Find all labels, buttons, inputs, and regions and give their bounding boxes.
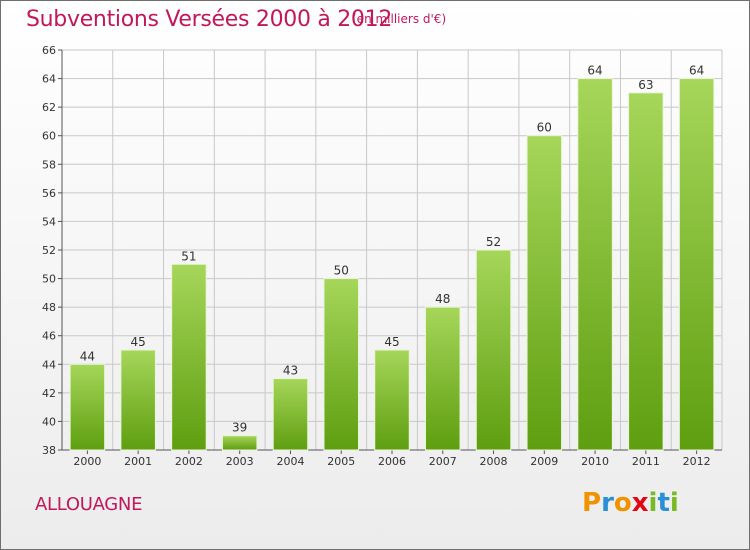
data-label: 51	[181, 249, 196, 263]
logo-letter: i	[648, 488, 658, 518]
bar-2004	[272, 378, 309, 451]
x-tick-label: 2012	[683, 455, 711, 468]
logo-letter: P	[582, 488, 602, 518]
y-tick-label: 66	[42, 44, 56, 57]
bar-2002	[171, 263, 207, 451]
data-label: 45	[384, 335, 399, 349]
bar-2011	[628, 92, 664, 451]
data-label: 39	[232, 421, 247, 435]
bar-2012	[678, 78, 715, 451]
data-label: 45	[131, 335, 146, 349]
y-tick-label: 56	[42, 187, 56, 200]
y-tick-label: 50	[42, 273, 56, 286]
data-label: 64	[587, 64, 602, 78]
x-tick-label: 2007	[429, 455, 457, 468]
proxiti-logo: Proxiti	[582, 488, 679, 518]
bar-2000	[69, 363, 106, 451]
data-label: 44	[80, 349, 95, 363]
bar-2005	[323, 278, 359, 451]
bar-2007	[425, 306, 461, 451]
data-label: 52	[486, 235, 501, 249]
x-tick-label: 2003	[226, 455, 254, 468]
y-tick-label: 58	[42, 158, 56, 171]
logo-letter: i	[669, 488, 679, 518]
x-tick-label: 2006	[378, 455, 406, 468]
y-tick-label: 60	[42, 130, 56, 143]
logo-letter: t	[657, 488, 670, 518]
logo-letter: r	[601, 488, 614, 518]
data-label: 50	[334, 264, 349, 278]
bar-2009	[526, 135, 563, 451]
y-tick-label: 64	[42, 73, 56, 86]
y-tick-label: 40	[42, 415, 56, 428]
y-tick-label: 42	[42, 387, 56, 400]
x-tick-label: 2001	[124, 455, 152, 468]
y-tick-label: 44	[42, 358, 56, 371]
x-tick-label: 2002	[175, 455, 203, 468]
y-tick-label: 48	[42, 301, 56, 314]
x-tick-label: 2011	[632, 455, 660, 468]
bar-2010	[577, 78, 613, 451]
commune-name: ALLOUAGNE	[35, 494, 143, 515]
bar-2006	[374, 349, 410, 451]
data-labels: 44 45 51 39 43 50 45 48 52 60 64 63 64	[80, 64, 705, 435]
x-tick-label: 2010	[581, 455, 609, 468]
bar-2008	[475, 249, 512, 451]
data-label: 60	[537, 121, 552, 135]
y-tick-label: 46	[42, 330, 56, 343]
chart-title: Subventions Versées 2000 à 2012	[26, 7, 393, 32]
x-tick-label: 2004	[276, 455, 304, 468]
data-label: 48	[435, 292, 450, 306]
chart-subtitle: (en milliers d'€)	[352, 12, 447, 26]
x-tick-label: 2005	[327, 455, 355, 468]
logo-letter: x	[631, 488, 649, 518]
data-label: 43	[283, 364, 298, 378]
bars	[69, 78, 715, 451]
y-tick-label: 62	[42, 101, 56, 114]
bar-2001	[120, 349, 156, 451]
x-tick-label: 2000	[73, 455, 101, 468]
bar-2003	[221, 435, 258, 451]
x-tick-label: 2009	[530, 455, 558, 468]
y-tick-label: 52	[42, 244, 56, 257]
y-tick-label: 54	[42, 215, 56, 228]
data-label: 63	[638, 78, 653, 92]
data-label: 64	[689, 64, 704, 78]
x-tick-label: 2008	[480, 455, 508, 468]
y-tick-label: 38	[42, 444, 56, 457]
logo-letter: o	[613, 488, 632, 518]
